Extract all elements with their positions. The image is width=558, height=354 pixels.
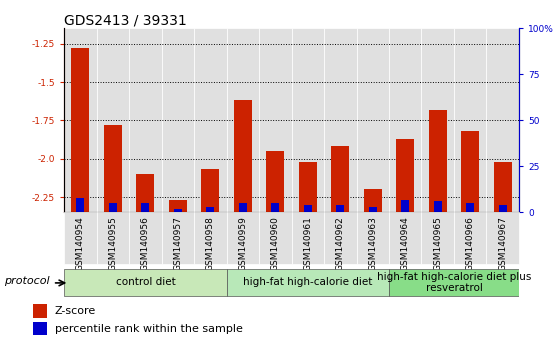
FancyBboxPatch shape [389, 212, 421, 264]
Text: GSM140957: GSM140957 [174, 217, 182, 272]
Text: GSM140963: GSM140963 [368, 217, 377, 272]
Bar [137, 174, 155, 212]
Bar [104, 125, 122, 212]
Bar [429, 110, 446, 212]
Text: GSM140959: GSM140959 [238, 217, 247, 272]
FancyBboxPatch shape [324, 212, 357, 264]
Text: high-fat high-calorie diet plus
resveratrol: high-fat high-calorie diet plus resverat… [377, 272, 531, 293]
Bar [259, 28, 291, 212]
Text: GSM140954: GSM140954 [76, 217, 85, 271]
Text: GSM140962: GSM140962 [336, 217, 345, 271]
Bar [487, 28, 519, 212]
Bar [401, 200, 410, 212]
Bar [369, 207, 377, 212]
Bar [206, 207, 214, 212]
Text: GSM140967: GSM140967 [498, 217, 507, 272]
Bar [194, 28, 227, 212]
Bar [304, 205, 312, 212]
Bar [234, 101, 252, 212]
Bar [299, 162, 317, 212]
Text: GSM140964: GSM140964 [401, 217, 410, 271]
Bar [434, 201, 442, 212]
Text: GSM140960: GSM140960 [271, 217, 280, 272]
FancyBboxPatch shape [259, 212, 291, 264]
FancyBboxPatch shape [227, 269, 389, 296]
Bar [266, 151, 284, 212]
FancyBboxPatch shape [291, 212, 324, 264]
Bar [174, 209, 182, 212]
Text: GSM140956: GSM140956 [141, 217, 150, 272]
Bar [494, 162, 512, 212]
Bar [271, 203, 280, 212]
Bar [71, 48, 89, 212]
Bar [331, 147, 349, 212]
Bar [454, 28, 487, 212]
Text: control diet: control diet [116, 277, 175, 287]
Bar [396, 139, 414, 212]
FancyBboxPatch shape [97, 212, 129, 264]
Bar [162, 28, 194, 212]
Text: high-fat high-calorie diet: high-fat high-calorie diet [243, 277, 373, 287]
Bar [389, 28, 421, 212]
FancyBboxPatch shape [227, 212, 259, 264]
Bar [201, 170, 219, 212]
FancyBboxPatch shape [64, 269, 227, 296]
FancyBboxPatch shape [454, 212, 487, 264]
FancyBboxPatch shape [487, 212, 519, 264]
Bar [336, 205, 344, 212]
Bar [421, 28, 454, 212]
Text: Z-score: Z-score [55, 306, 96, 316]
Bar [227, 28, 259, 212]
FancyBboxPatch shape [129, 212, 162, 264]
Bar [461, 131, 479, 212]
Text: protocol: protocol [4, 276, 50, 286]
FancyBboxPatch shape [194, 212, 227, 264]
Text: GSM140965: GSM140965 [433, 217, 442, 272]
Bar [129, 28, 162, 212]
Text: GSM140958: GSM140958 [206, 217, 215, 272]
Text: percentile rank within the sample: percentile rank within the sample [55, 324, 243, 333]
Bar [141, 203, 150, 212]
Bar [76, 198, 84, 212]
Text: GSM140966: GSM140966 [466, 217, 475, 272]
Bar [97, 28, 129, 212]
FancyBboxPatch shape [421, 212, 454, 264]
Bar [169, 200, 187, 212]
Bar [357, 28, 389, 212]
Bar [499, 205, 507, 212]
Bar [64, 28, 97, 212]
FancyBboxPatch shape [357, 212, 389, 264]
Bar [291, 28, 324, 212]
FancyBboxPatch shape [389, 269, 519, 296]
FancyBboxPatch shape [162, 212, 194, 264]
Bar [33, 304, 47, 318]
Bar [324, 28, 357, 212]
Bar [239, 203, 247, 212]
Bar [364, 189, 382, 212]
FancyBboxPatch shape [64, 212, 97, 264]
Text: GSM140961: GSM140961 [304, 217, 312, 272]
Text: GSM140955: GSM140955 [108, 217, 117, 272]
Text: GDS2413 / 39331: GDS2413 / 39331 [64, 13, 187, 27]
Bar [466, 203, 474, 212]
Bar [33, 322, 47, 335]
Bar [109, 203, 117, 212]
